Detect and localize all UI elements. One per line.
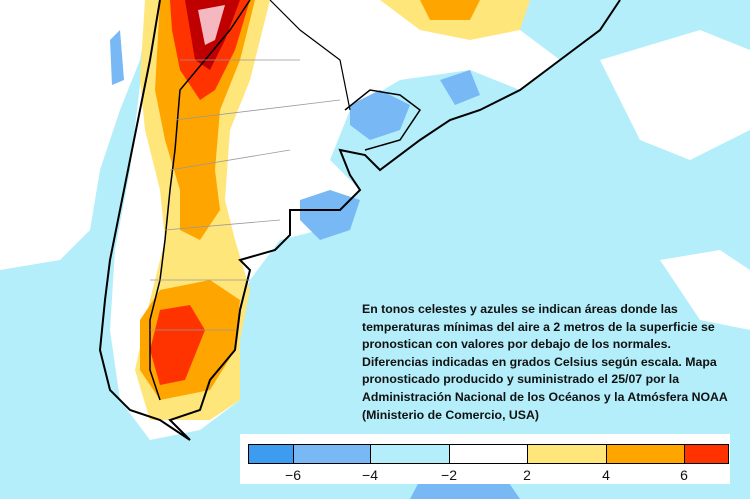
legend-tick: −4: [362, 467, 378, 483]
border-uruguay: [344, 89, 422, 151]
border-parana: [269, 0, 351, 111]
legend-swatch-below-6: [249, 445, 294, 463]
neutral-region-east: [600, 30, 750, 160]
legend-tick: 2: [523, 467, 531, 483]
legend-swatch-minus4-minus2: [371, 445, 450, 463]
color-scale-bar: [248, 444, 729, 464]
above-6-region-patagonia: [150, 305, 205, 385]
provincial-borders: [150, 59, 341, 331]
legend-tick: −6: [285, 467, 301, 483]
neutral-region-small: [40, 30, 75, 90]
legend-swatch-4-6: [607, 445, 685, 463]
below-normal-region-uruguay: [350, 90, 410, 140]
color-scale-legend: −6 −4 −2 2 4 6: [240, 434, 730, 484]
legend-tick: −2: [441, 467, 457, 483]
above-4-region-north: [420, 0, 480, 20]
coastline-south-america: [98, 0, 621, 441]
below-normal-region-coast: [300, 190, 360, 240]
legend-swatch-2-4: [528, 445, 607, 463]
below-normal-region-north: [440, 70, 480, 105]
legend-tick: 6: [680, 467, 688, 483]
below-normal-region-west: [110, 30, 124, 85]
legend-swatch-minus6-minus4: [294, 445, 371, 463]
legend-swatch-above-6: [685, 445, 728, 463]
legend-swatch-minus2-2: [450, 445, 528, 463]
map-caption: En tonos celestes y azules se indican ár…: [362, 302, 728, 422]
legend-tick: 4: [602, 467, 610, 483]
neutral-region-southeast: [660, 250, 750, 330]
above-10-region-andes: [198, 5, 225, 45]
